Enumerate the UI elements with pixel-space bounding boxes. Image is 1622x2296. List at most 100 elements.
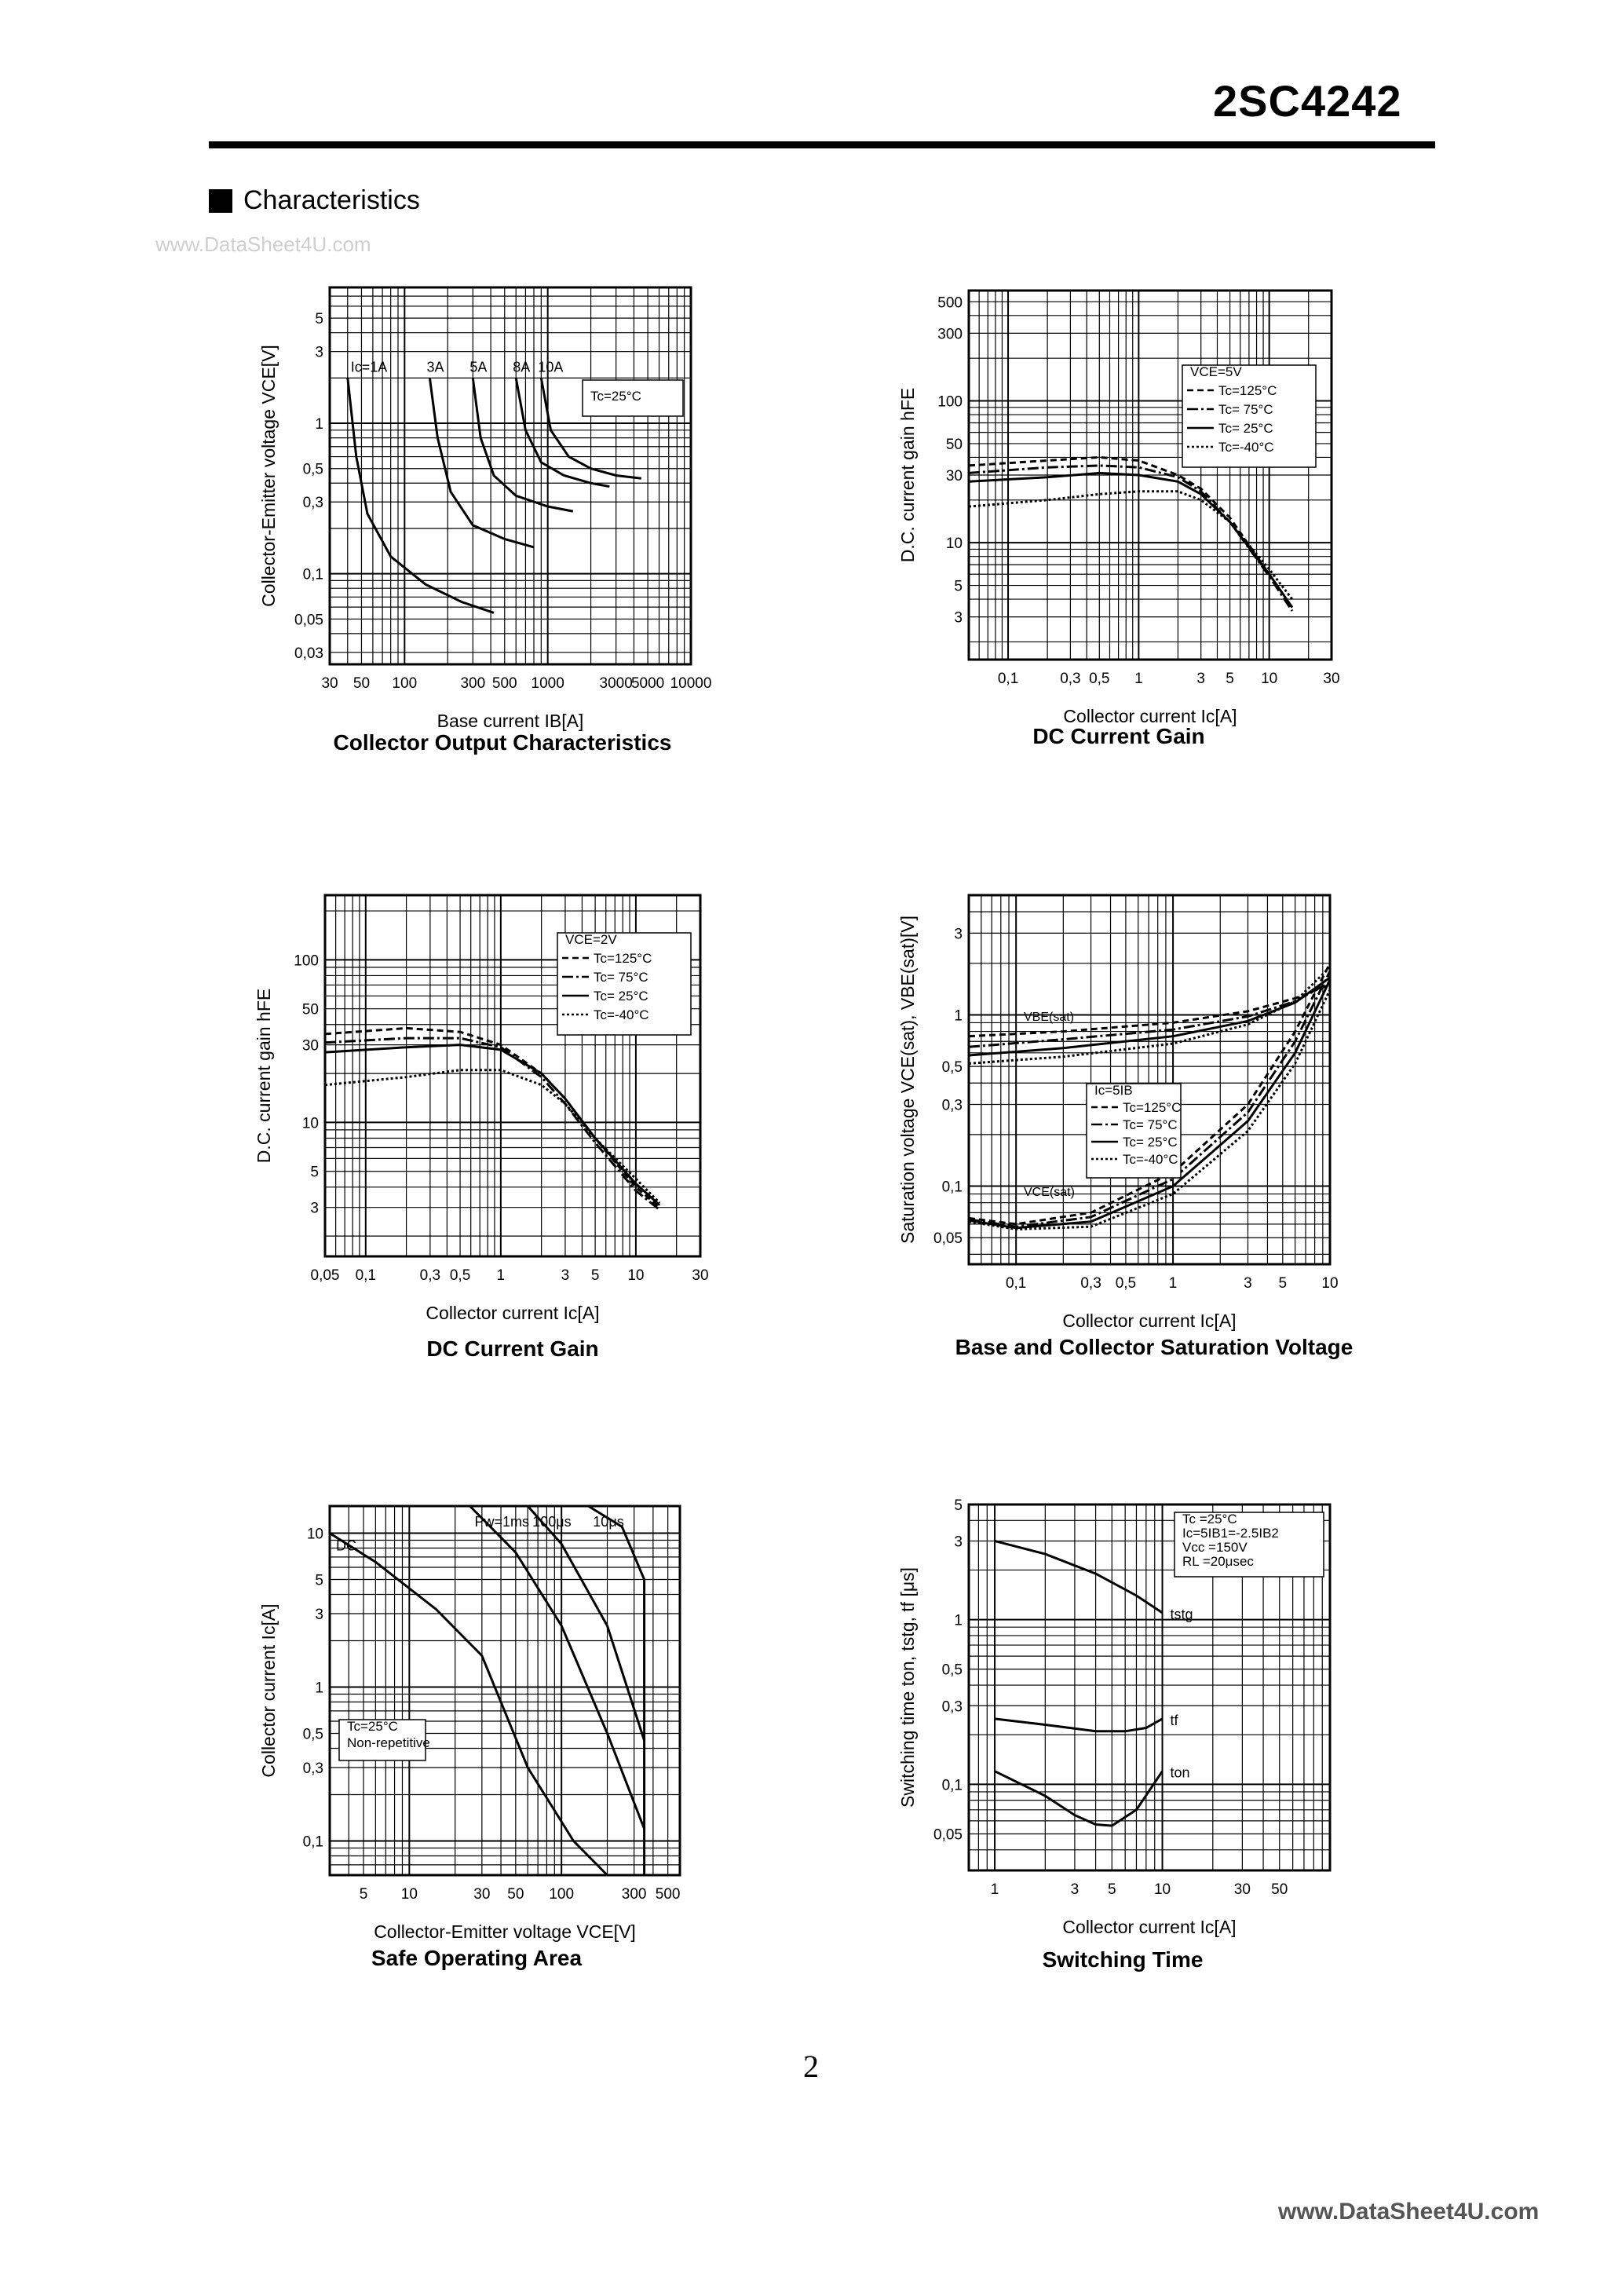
- saturation_voltage-legend-item-0: Ic=5IB: [1094, 1083, 1133, 1098]
- dc_current_gain_5v-series-2: [968, 471, 1294, 609]
- dc_current_gain_5v-xlabel: Collector current Ic[A]: [1063, 706, 1237, 726]
- dc_current_gain_5v-ytick-7: 3: [954, 610, 963, 627]
- dc_current_gain_5v-legend-item-0: VCE=5V: [1190, 364, 1242, 379]
- saturation_voltage-annotation-1: VCE(sat): [1024, 1186, 1075, 1199]
- dc_current_gain_2v-xtick-8: 30: [692, 1267, 708, 1284]
- collector_output-xtick-0: 30: [321, 675, 338, 692]
- collector_output-ytick-5: 0,1: [303, 567, 323, 583]
- safe_operating_area-xlabel: Collector-Emitter voltage VCE[V]: [374, 1921, 636, 1942]
- section-title: Characteristics: [243, 185, 420, 215]
- saturation_voltage-annotation-0: VBE(sat): [1024, 1011, 1074, 1024]
- collector_output-series-2: [471, 378, 574, 513]
- safe_operating_area-series-0: [329, 1532, 608, 1877]
- collector_output-ytick-0: 5: [315, 311, 323, 327]
- chart-switching-time: 1 3 5 10 30 50 5 3 1 0,5 0,3 0,1 0,05 Collector curre…: [897, 1497, 1332, 1937]
- collector_output-ylabel: Collector-Emitter voltage VCE[V]: [258, 345, 279, 607]
- dc_current_gain_5v-xtick-3: 1: [1134, 671, 1143, 687]
- dc_current_gain_5v-legend-item-2: Tc= 75°C: [1218, 402, 1273, 417]
- dc_current_gain_2v-ylabel: D.C. current gain hFE: [254, 989, 274, 1163]
- saturation_voltage-frame: [967, 894, 1332, 1266]
- dc_current_gain_5v-ytick-5: 10: [946, 536, 963, 552]
- collector_output-legend: Tc=25°C: [582, 379, 684, 417]
- dc_current_gain_2v-series-1: [324, 1036, 661, 1211]
- saturation_voltage-xtick-4: 3: [1244, 1275, 1252, 1292]
- dc_current_gain_2v-legend-item-1: Tc=125°C: [594, 951, 652, 966]
- switching_time-legend-item-1: Ic=5IB1=-2.5IB2: [1182, 1526, 1279, 1541]
- collector_output-ytick-6: 0,05: [294, 612, 323, 628]
- collector_output-xtick-5: 1000: [532, 675, 564, 692]
- dc_current_gain_2v-xtick-0: 0,05: [311, 1267, 340, 1284]
- dc_current_gain_2v-svg: 0,05 0,1 0,3 0,5 1 3 5 10 30 100 50 30 10 5 3 Collector…: [254, 894, 709, 1323]
- saturation_voltage-legend-item-1: Tc=125°C: [1123, 1100, 1181, 1115]
- switching_time-xtick-3: 10: [1154, 1881, 1171, 1898]
- switching_time-xtick-5: 50: [1271, 1881, 1288, 1898]
- safe_operating_area-xtick-0: 5: [360, 1886, 368, 1903]
- collector_output-xtick-4: 500: [492, 675, 517, 692]
- switching_time-series-label-0: tstg: [1171, 1607, 1193, 1622]
- caption-safe-operating-area: Safe Operating Area: [371, 1946, 583, 1970]
- watermark-top: www.DataSheet4U.com: [155, 232, 371, 256]
- dc_current_gain_2v-xlabel: Collector current Ic[A]: [426, 1303, 599, 1323]
- safe_operating_area-series-label-2: 100μs: [532, 1514, 571, 1530]
- dc_current_gain_5v-legend-item-3: Tc= 25°C: [1218, 421, 1273, 436]
- dc_current_gain_2v-xtick-5: 3: [561, 1267, 570, 1284]
- switching_time-xtick-2: 5: [1108, 1881, 1116, 1898]
- saturation_voltage-ytick-3: 0,3: [942, 1097, 963, 1113]
- switching_time-legend-item-2: Vcc =150V: [1182, 1540, 1248, 1555]
- saturation_voltage-svg: 0,1 0,3 0,5 1 3 5 10 3 1 0,5 0,3 0,1 0,05 Collector c…: [897, 894, 1339, 1331]
- collector_output-series-label-4: 10A: [538, 359, 563, 375]
- dc_current_gain_5v-ytick-6: 5: [954, 579, 963, 595]
- collector_output-series-1: [428, 378, 535, 549]
- dc_current_gain_5v-svg: 0,1 0,3 0,5 1 3 5 10 30 500 300 100 50 30 10 5 3 Collect…: [897, 289, 1340, 726]
- switching_time-ytick-6: 0,05: [933, 1826, 963, 1843]
- collector_output-xtick-8: 10000: [670, 675, 712, 692]
- collector_output-series-3: [514, 378, 610, 488]
- switching_time-xlabel: Collector current Ic[A]: [1062, 1917, 1236, 1937]
- safe_operating_area-xtick-6: 500: [656, 1886, 681, 1903]
- dc_current_gain_2v-series-3: [324, 1069, 661, 1204]
- dc_current_gain_2v-legend: VCE=2V Tc=125°C Tc= 75°C Tc= 25°C Tc=-40°C: [557, 932, 692, 1036]
- switching_time-series-label-2: ton: [1171, 1765, 1190, 1781]
- dc_current_gain_2v-ytick-5: 3: [310, 1201, 319, 1217]
- saturation_voltage-grid: [969, 895, 1330, 1264]
- switching_time-xtick-4: 30: [1234, 1881, 1251, 1898]
- caption-switching-time: Switching Time: [1042, 1947, 1204, 1972]
- caption-collector-output: Collector Output Characteristics: [333, 730, 672, 755]
- chart-collector-output: 30 50 100 300 500 1000 3000 5000 10000 5 3 1 0,5 0,3 0…: [258, 286, 711, 731]
- dc_current_gain_2v-series-0: [324, 1026, 661, 1208]
- collector_output-ytick-1: 3: [315, 345, 323, 361]
- safe_operating_area-ytick-2: 3: [315, 1607, 323, 1623]
- section-heading: Characteristics: [209, 185, 420, 216]
- dc_current_gain_5v-ytick-2: 100: [937, 394, 963, 411]
- safe_operating_area-legend-item-1: Non-repetitive: [347, 1735, 430, 1750]
- switching_time-grid: [968, 1504, 1330, 1870]
- switching_time-xtick-0: 1: [991, 1881, 999, 1898]
- switching_time-series-1: [994, 1717, 1164, 1733]
- dc_current_gain_5v-ytick-0: 500: [937, 294, 963, 311]
- dc_current_gain_5v-xtick-6: 10: [1261, 671, 1277, 687]
- safe_operating_area-series-label-3: 10μs: [593, 1514, 623, 1530]
- collector_output-ytick-7: 0,03: [294, 645, 323, 662]
- dc_current_gain_2v-xtick-7: 10: [627, 1267, 644, 1284]
- dc_current_gain_5v-xtick-2: 0,5: [1089, 671, 1109, 687]
- collector_output-ytick-4: 0,3: [303, 495, 323, 511]
- collector_output-xtick-1: 50: [353, 675, 370, 692]
- dc_current_gain_5v-ytick-1: 300: [937, 326, 963, 342]
- saturation_voltage-xtick-1: 0,3: [1080, 1275, 1101, 1292]
- saturation_voltage-legend-item-3: Tc= 25°C: [1123, 1135, 1178, 1150]
- saturation_voltage-xtick-2: 0,5: [1116, 1275, 1136, 1292]
- safe_operating_area-ytick-5: 0,3: [303, 1760, 323, 1777]
- saturation_voltage-legend: Ic=5IB Tc=125°C Tc= 75°C Tc= 25°C Tc=-40°C: [1086, 1083, 1182, 1179]
- dc_current_gain_2v-xtick-2: 0,3: [420, 1267, 440, 1284]
- chart-safe-operating-area: 5 10 30 50 100 300 500 10 5 3 1 0,5 0,3 0,1 Collector-…: [258, 1504, 681, 1942]
- safe_operating_area-ytick-3: 1: [315, 1680, 323, 1697]
- collector_output-grid: [330, 287, 691, 664]
- saturation_voltage-xtick-6: 10: [1321, 1275, 1338, 1292]
- safe_operating_area-series-label-1: Pw=1ms: [474, 1514, 529, 1530]
- dc_current_gain_2v-series-2: [324, 1044, 661, 1206]
- safe_operating_area-series-label-0: DC: [336, 1538, 356, 1554]
- dc_current_gain_5v-legend-item-4: Tc=-40°C: [1218, 440, 1274, 455]
